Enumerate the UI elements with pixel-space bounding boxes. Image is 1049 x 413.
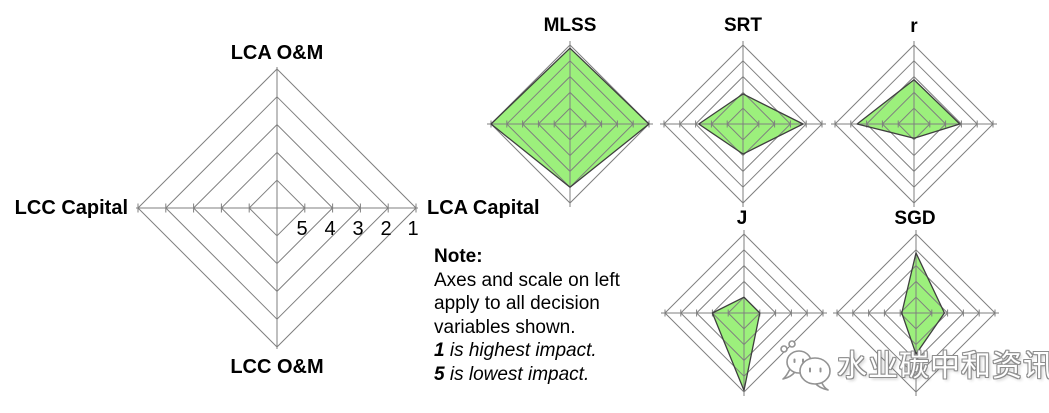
scale-tick-label-3: 3: [352, 218, 364, 240]
radar-series-outline: [698, 93, 804, 155]
axis-label-lcc-om: LCC O&M: [230, 356, 324, 378]
axis-label-lca-capital: LCA Capital: [427, 197, 540, 219]
radar-series-fill: [712, 297, 760, 391]
radar-series-fill: [901, 252, 945, 355]
radar-series-outline: [490, 47, 650, 188]
radar-chart-template: [136, 67, 418, 349]
radar-chart-r: [831, 41, 997, 207]
chart-title-r: r: [910, 16, 918, 37]
chart-title-j: J: [736, 208, 748, 229]
radar-series-outline: [901, 252, 946, 355]
note-line-3: variables shown.: [434, 316, 576, 338]
note-emphasis-1-value: 1: [434, 340, 445, 361]
note-block: Note: Axes and scale on left apply to al…: [434, 245, 620, 386]
note-emphasis-2: 5 is lowest impact.: [434, 363, 620, 387]
axis-label-lcc-capital: LCC Capital: [14, 197, 128, 219]
note-line-2: apply to all decision: [434, 293, 600, 314]
note-line-1: Axes and scale on left: [434, 269, 620, 291]
note-emphasis-1: 1 is highest impact.: [434, 339, 620, 363]
axis-label-lca-om: LCA O&M: [230, 42, 324, 64]
note-emphasis-1-text: is highest impact.: [444, 340, 597, 361]
radar-series-outline: [711, 296, 761, 392]
scale-tick-label-2: 2: [380, 218, 392, 240]
chart-title-srt: SRT: [724, 15, 762, 36]
scale-tick-label-1: 1: [407, 218, 419, 240]
radar-chart-MLSS: [487, 41, 653, 207]
radar-chart-SRT: [660, 41, 826, 207]
watermark-text: 水业碳中和资讯: [837, 350, 1049, 383]
radar-series-outline: [856, 79, 961, 139]
note-emphasis-2-text: is lowest impact.: [444, 363, 590, 385]
note-heading: Note:: [434, 246, 483, 267]
scale-tick-label-4: 4: [324, 218, 336, 240]
chart-title-sgd: SGD: [894, 208, 936, 229]
watermark: 水业碳中和资讯: [777, 335, 1049, 399]
radar-chart-J: [661, 230, 827, 396]
chart-title-mlss: MLSS: [543, 15, 597, 36]
radar-chart-SGD: [833, 230, 999, 396]
scale-tick-label-5: 5: [296, 218, 308, 240]
chat-bubbles-icon: [780, 340, 831, 391]
note-emphasis-2-value: 5: [434, 363, 445, 385]
